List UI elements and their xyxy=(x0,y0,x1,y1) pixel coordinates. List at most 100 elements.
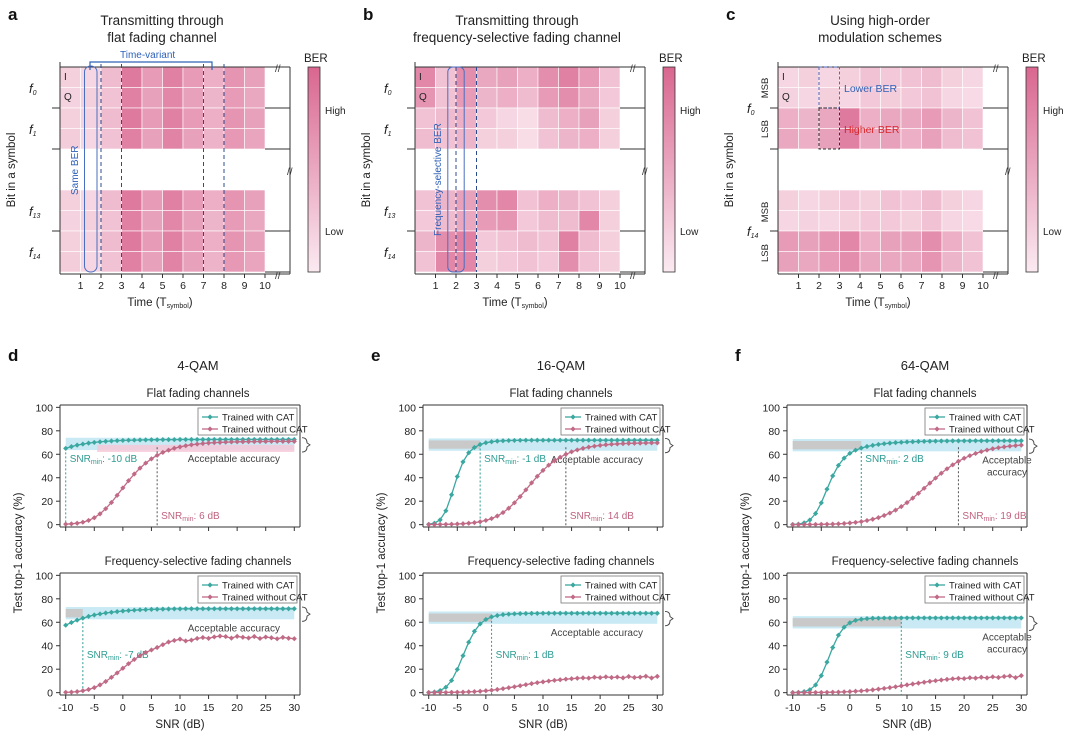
data-point-cat xyxy=(852,447,859,453)
heatmap-cell xyxy=(223,128,245,150)
data-point-cat xyxy=(608,610,615,616)
data-point-cat xyxy=(448,677,455,684)
heatmap-cell xyxy=(496,189,518,211)
data-point-nocat xyxy=(280,438,286,444)
data-point-nocat xyxy=(546,462,552,468)
snr-min-subscript: min xyxy=(886,459,897,466)
data-point-nocat xyxy=(1018,673,1024,679)
unacceptable-band xyxy=(792,618,902,627)
data-point-nocat xyxy=(97,682,103,688)
snr-min-subscript: min xyxy=(517,655,528,662)
data-point-cat xyxy=(875,441,882,448)
x-tick-label: 15 xyxy=(566,702,578,714)
heatmap-cell xyxy=(818,251,840,273)
panel-letter: e xyxy=(371,346,380,365)
data-point-cat xyxy=(546,437,552,443)
i-label: I xyxy=(64,72,67,83)
data-point-cat xyxy=(812,510,819,517)
data-point-nocat xyxy=(927,480,933,486)
acceptable-accuracy-brace xyxy=(1028,615,1038,631)
data-point-nocat xyxy=(1007,443,1013,449)
data-point-nocat xyxy=(477,519,483,525)
data-point-cat xyxy=(603,610,609,616)
x-tick-label: 5 xyxy=(876,702,882,714)
data-point-nocat xyxy=(517,683,523,689)
data-point-nocat xyxy=(437,689,443,696)
data-point-cat xyxy=(80,615,86,621)
data-point-cat xyxy=(574,437,580,443)
legend-label: Trained without CAT xyxy=(222,425,308,436)
data-point-cat xyxy=(944,615,950,621)
data-point-nocat xyxy=(887,510,893,516)
legend-box xyxy=(560,407,661,436)
data-point-cat xyxy=(1001,615,1007,621)
heatmap-cell xyxy=(203,251,225,273)
heatmap-cell xyxy=(880,210,902,232)
heatmap-cell xyxy=(818,66,840,88)
data-point-nocat xyxy=(643,440,649,446)
data-point-cat xyxy=(864,616,870,622)
data-point-cat xyxy=(177,436,183,443)
heatmap-cell xyxy=(203,66,225,88)
heatmap-cell xyxy=(203,128,225,150)
heatmap-cell xyxy=(100,66,122,88)
x-tick-label: 4 xyxy=(139,280,145,292)
data-point-nocat xyxy=(614,674,620,680)
data-point-nocat xyxy=(143,460,149,466)
row-frequency-label: f0 xyxy=(747,101,755,117)
data-point-nocat xyxy=(580,675,586,681)
y-tick-label: 80 xyxy=(768,594,780,606)
x-tick-label: 20 xyxy=(594,702,606,714)
data-point-nocat xyxy=(591,443,598,449)
data-point-nocat xyxy=(574,447,580,453)
data-point-nocat xyxy=(80,688,86,694)
heatmap-cell xyxy=(223,230,245,252)
x-tick-label: 5 xyxy=(160,280,166,292)
data-point-nocat xyxy=(523,487,529,493)
data-point-cat xyxy=(870,442,876,448)
heatmap-cell xyxy=(141,251,163,273)
heatmap-cell xyxy=(223,251,245,273)
data-point-nocat xyxy=(200,440,206,447)
heatmap-cell xyxy=(777,230,799,252)
data-point-cat xyxy=(68,619,75,626)
x-tick-label: 9 xyxy=(597,280,603,292)
y-tick-label: 100 xyxy=(762,402,780,414)
data-point-cat xyxy=(586,610,592,616)
data-point-nocat xyxy=(910,495,916,501)
heatmap-cell xyxy=(455,107,477,129)
heatmap-cell xyxy=(900,230,922,252)
heatmap-cell xyxy=(921,210,943,232)
heatmap-cell xyxy=(100,87,122,109)
x-tick-label: 10 xyxy=(614,280,626,292)
data-point-cat xyxy=(205,436,212,443)
data-point-cat xyxy=(580,610,586,616)
data-point-cat xyxy=(511,611,518,617)
data-point-cat xyxy=(568,610,575,616)
heatmap-cell xyxy=(182,66,204,88)
x-axis-label-sub: symbol xyxy=(167,303,190,310)
heatmap-cell xyxy=(244,87,266,109)
data-point-nocat xyxy=(921,679,927,685)
data-point-nocat xyxy=(125,478,132,484)
data-point-nocat xyxy=(517,494,523,500)
heatmap-cell xyxy=(162,230,184,252)
legend-label: Trained without CAT xyxy=(949,593,1035,604)
data-point-nocat xyxy=(245,439,252,445)
data-point-cat xyxy=(165,606,172,612)
heatmap-cell xyxy=(100,230,122,252)
data-point-cat xyxy=(534,610,540,616)
data-point-nocat xyxy=(211,634,217,640)
data-point-cat xyxy=(448,492,455,498)
data-point-nocat xyxy=(654,440,660,446)
row-frequency-label: f13 xyxy=(384,204,396,220)
heatmap-cell xyxy=(859,189,881,211)
data-point-cat xyxy=(488,614,495,620)
heatmap-cell xyxy=(244,107,266,129)
heatmap-cell xyxy=(162,251,184,273)
data-point-cat xyxy=(904,615,910,621)
heatmap-cell xyxy=(558,189,580,211)
x-tick-label: -5 xyxy=(90,702,99,714)
data-point-nocat xyxy=(103,506,109,512)
data-point-nocat xyxy=(950,676,956,682)
